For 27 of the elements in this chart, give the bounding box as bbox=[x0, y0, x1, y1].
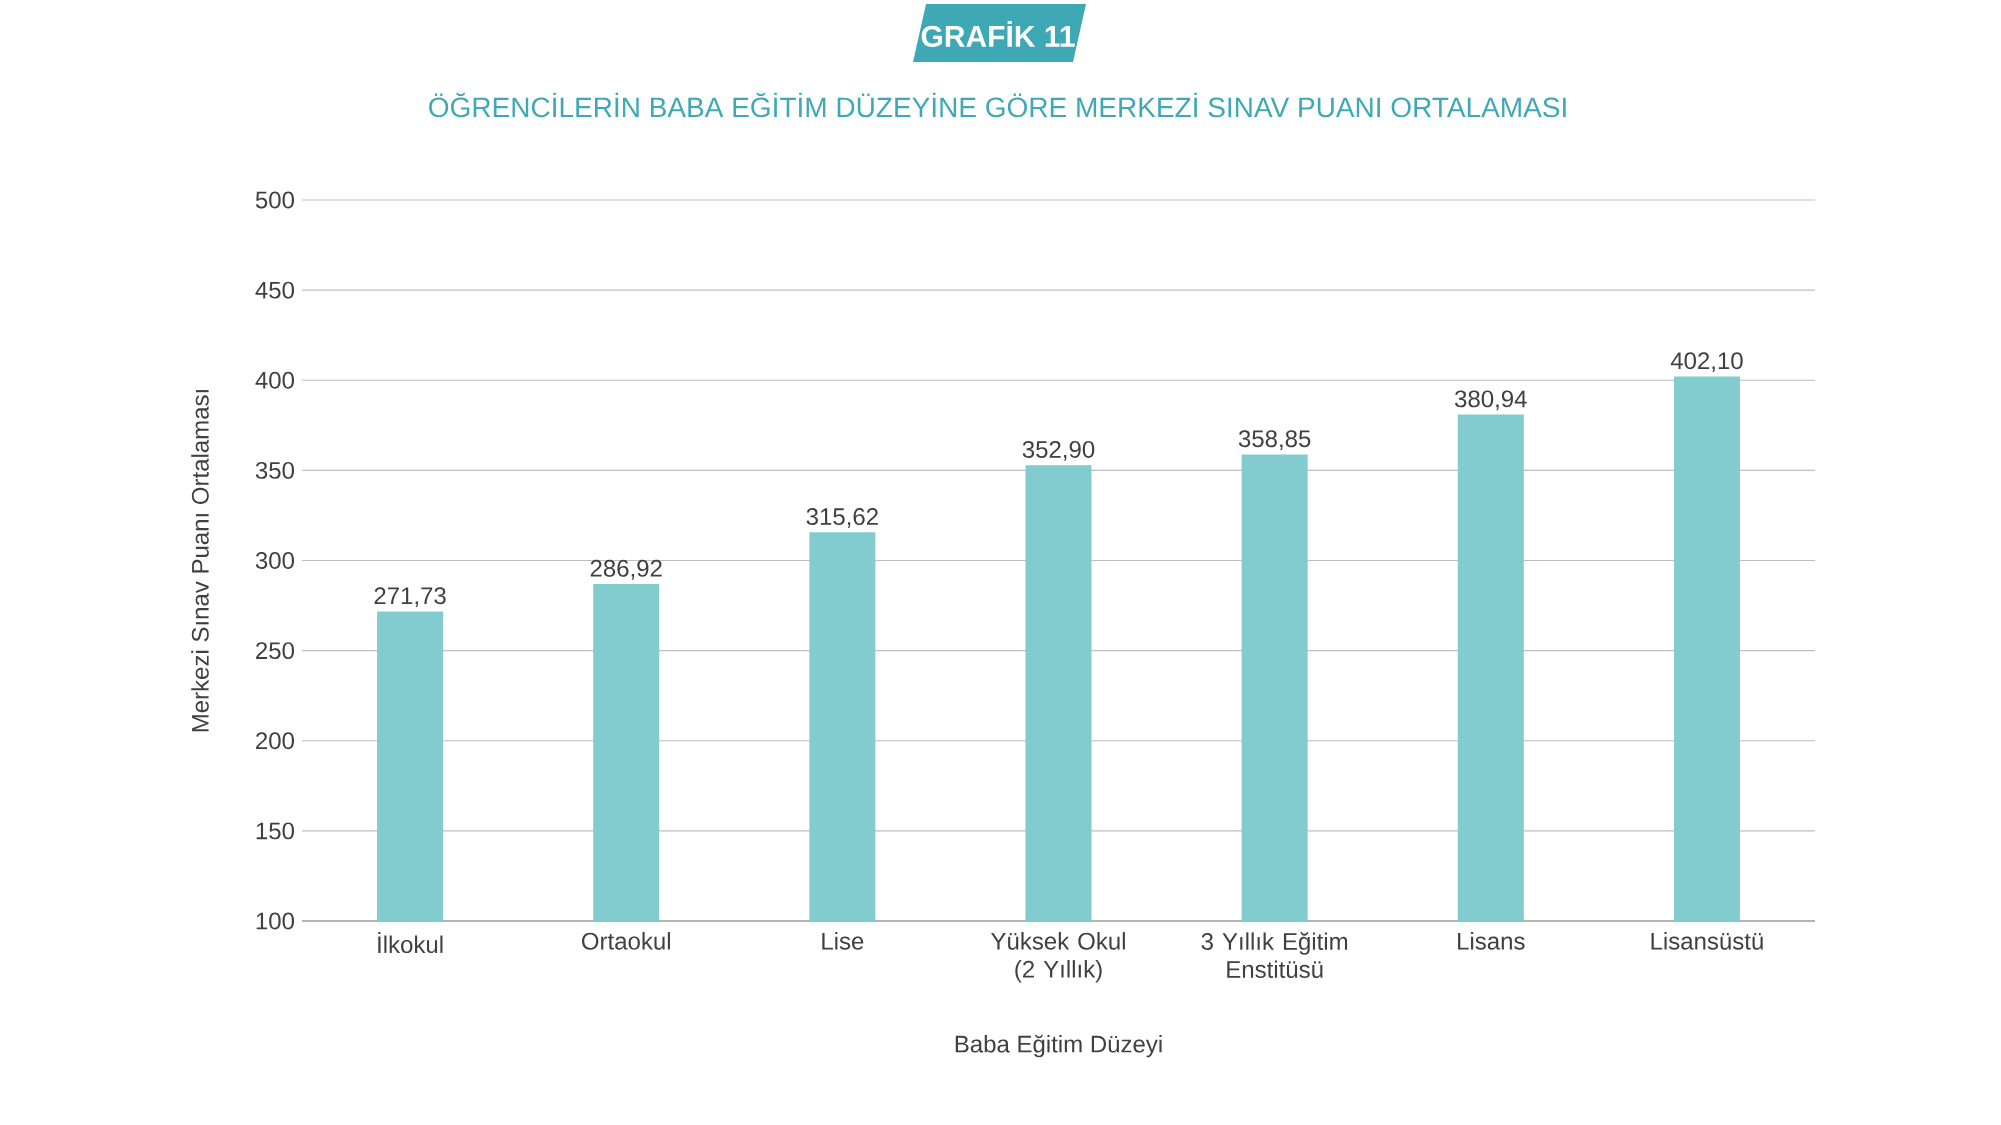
y-tick-label: 100 bbox=[256, 912, 295, 930]
y-tick-label: 500 bbox=[255, 191, 295, 209]
y-tick-label: 400 bbox=[255, 371, 295, 389]
data-label: 380,94 bbox=[1455, 390, 1527, 411]
chart-subtitle: ÖĞRENCİLERİN BABA EĞİTİM DÜZEYİNE GÖRE MERKEZİ SINAV PUANI ORTALAMASI bbox=[429, 92, 1566, 118]
x-tick-label: İlkokul bbox=[378, 932, 443, 954]
y-tick-label: 150 bbox=[256, 822, 295, 840]
x-tick-label: 3 Yıllık Eğitim Enstitüsü bbox=[1201, 932, 1348, 978]
x-axis-title: Baba Eğitim Düzeyi bbox=[955, 1034, 1162, 1058]
data-label: 358,85 bbox=[1238, 430, 1311, 451]
y-tick-label: 450 bbox=[255, 281, 295, 299]
x-tick-label: Lise bbox=[822, 932, 864, 950]
x-tick-label: Lisans bbox=[1458, 932, 1525, 950]
x-tick-label: Lisansüstü bbox=[1651, 932, 1763, 950]
data-label: 286,92 bbox=[590, 559, 662, 580]
x-tick-label: Ortaokul bbox=[582, 932, 670, 950]
y-tick-label: 300 bbox=[255, 552, 295, 569]
data-label: 402,10 bbox=[1670, 352, 1743, 373]
y-tick-label: 250 bbox=[256, 642, 295, 660]
data-label: 271,73 bbox=[374, 587, 446, 608]
data-label: 352,90 bbox=[1022, 440, 1095, 461]
y-tick-label: 200 bbox=[256, 732, 295, 750]
y-axis-title: Merkezi Sınav Puanı Ortalaması bbox=[191, 390, 209, 732]
x-tick-label: Yüksek Okul (2 Yıllık) bbox=[991, 932, 1125, 983]
chart-title: GRAFİK 11 bbox=[921, 21, 1075, 47]
data-label: 315,62 bbox=[806, 508, 878, 528]
y-tick-label: 350 bbox=[255, 461, 295, 479]
